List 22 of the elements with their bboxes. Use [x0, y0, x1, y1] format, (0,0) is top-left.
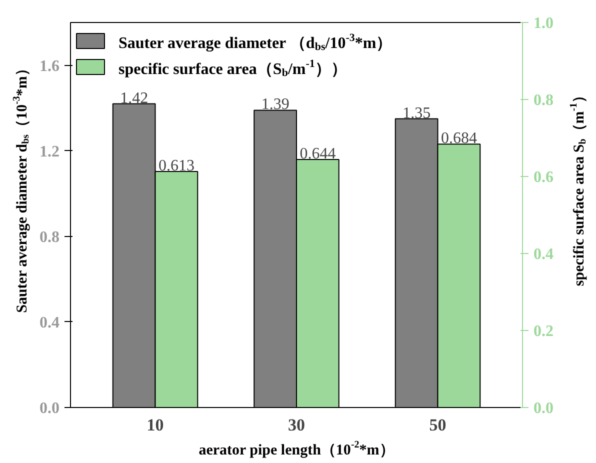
data-label: 0.644: [300, 146, 336, 163]
data-label: 1.35: [402, 104, 431, 122]
y2-tick-label: 0.8: [534, 92, 554, 109]
data-label: 1.39: [261, 96, 290, 114]
y-tick-label: 0.0: [40, 400, 60, 417]
y2-tick-label: 1.0: [534, 15, 554, 32]
y2-tick-label: 0.0: [534, 400, 554, 417]
data-label: 0.684: [440, 130, 477, 148]
y-tick-label: 1.6: [40, 58, 60, 75]
y2-tick-label: 0.2: [534, 323, 554, 340]
data-label: 1.42: [120, 90, 148, 107]
y-tick-label: 1.2: [40, 143, 60, 160]
y-tick-label: 0.8: [40, 228, 60, 246]
x-tick-label: 30: [288, 416, 305, 434]
x-tick-label: 10: [146, 416, 164, 434]
y2-tick-label: 0.4: [534, 246, 554, 263]
data-label: 0.613: [158, 157, 194, 174]
y-axis-title: Sauter average diameter dbs（10-3*m）: [12, 61, 32, 313]
y2-axis-title: specific surface area Sb（m-1）: [568, 88, 588, 286]
y-tick-label: 0.4: [40, 314, 60, 332]
x-tick-label: 50: [429, 416, 446, 434]
y2-tick-label: 0.6: [534, 169, 554, 186]
